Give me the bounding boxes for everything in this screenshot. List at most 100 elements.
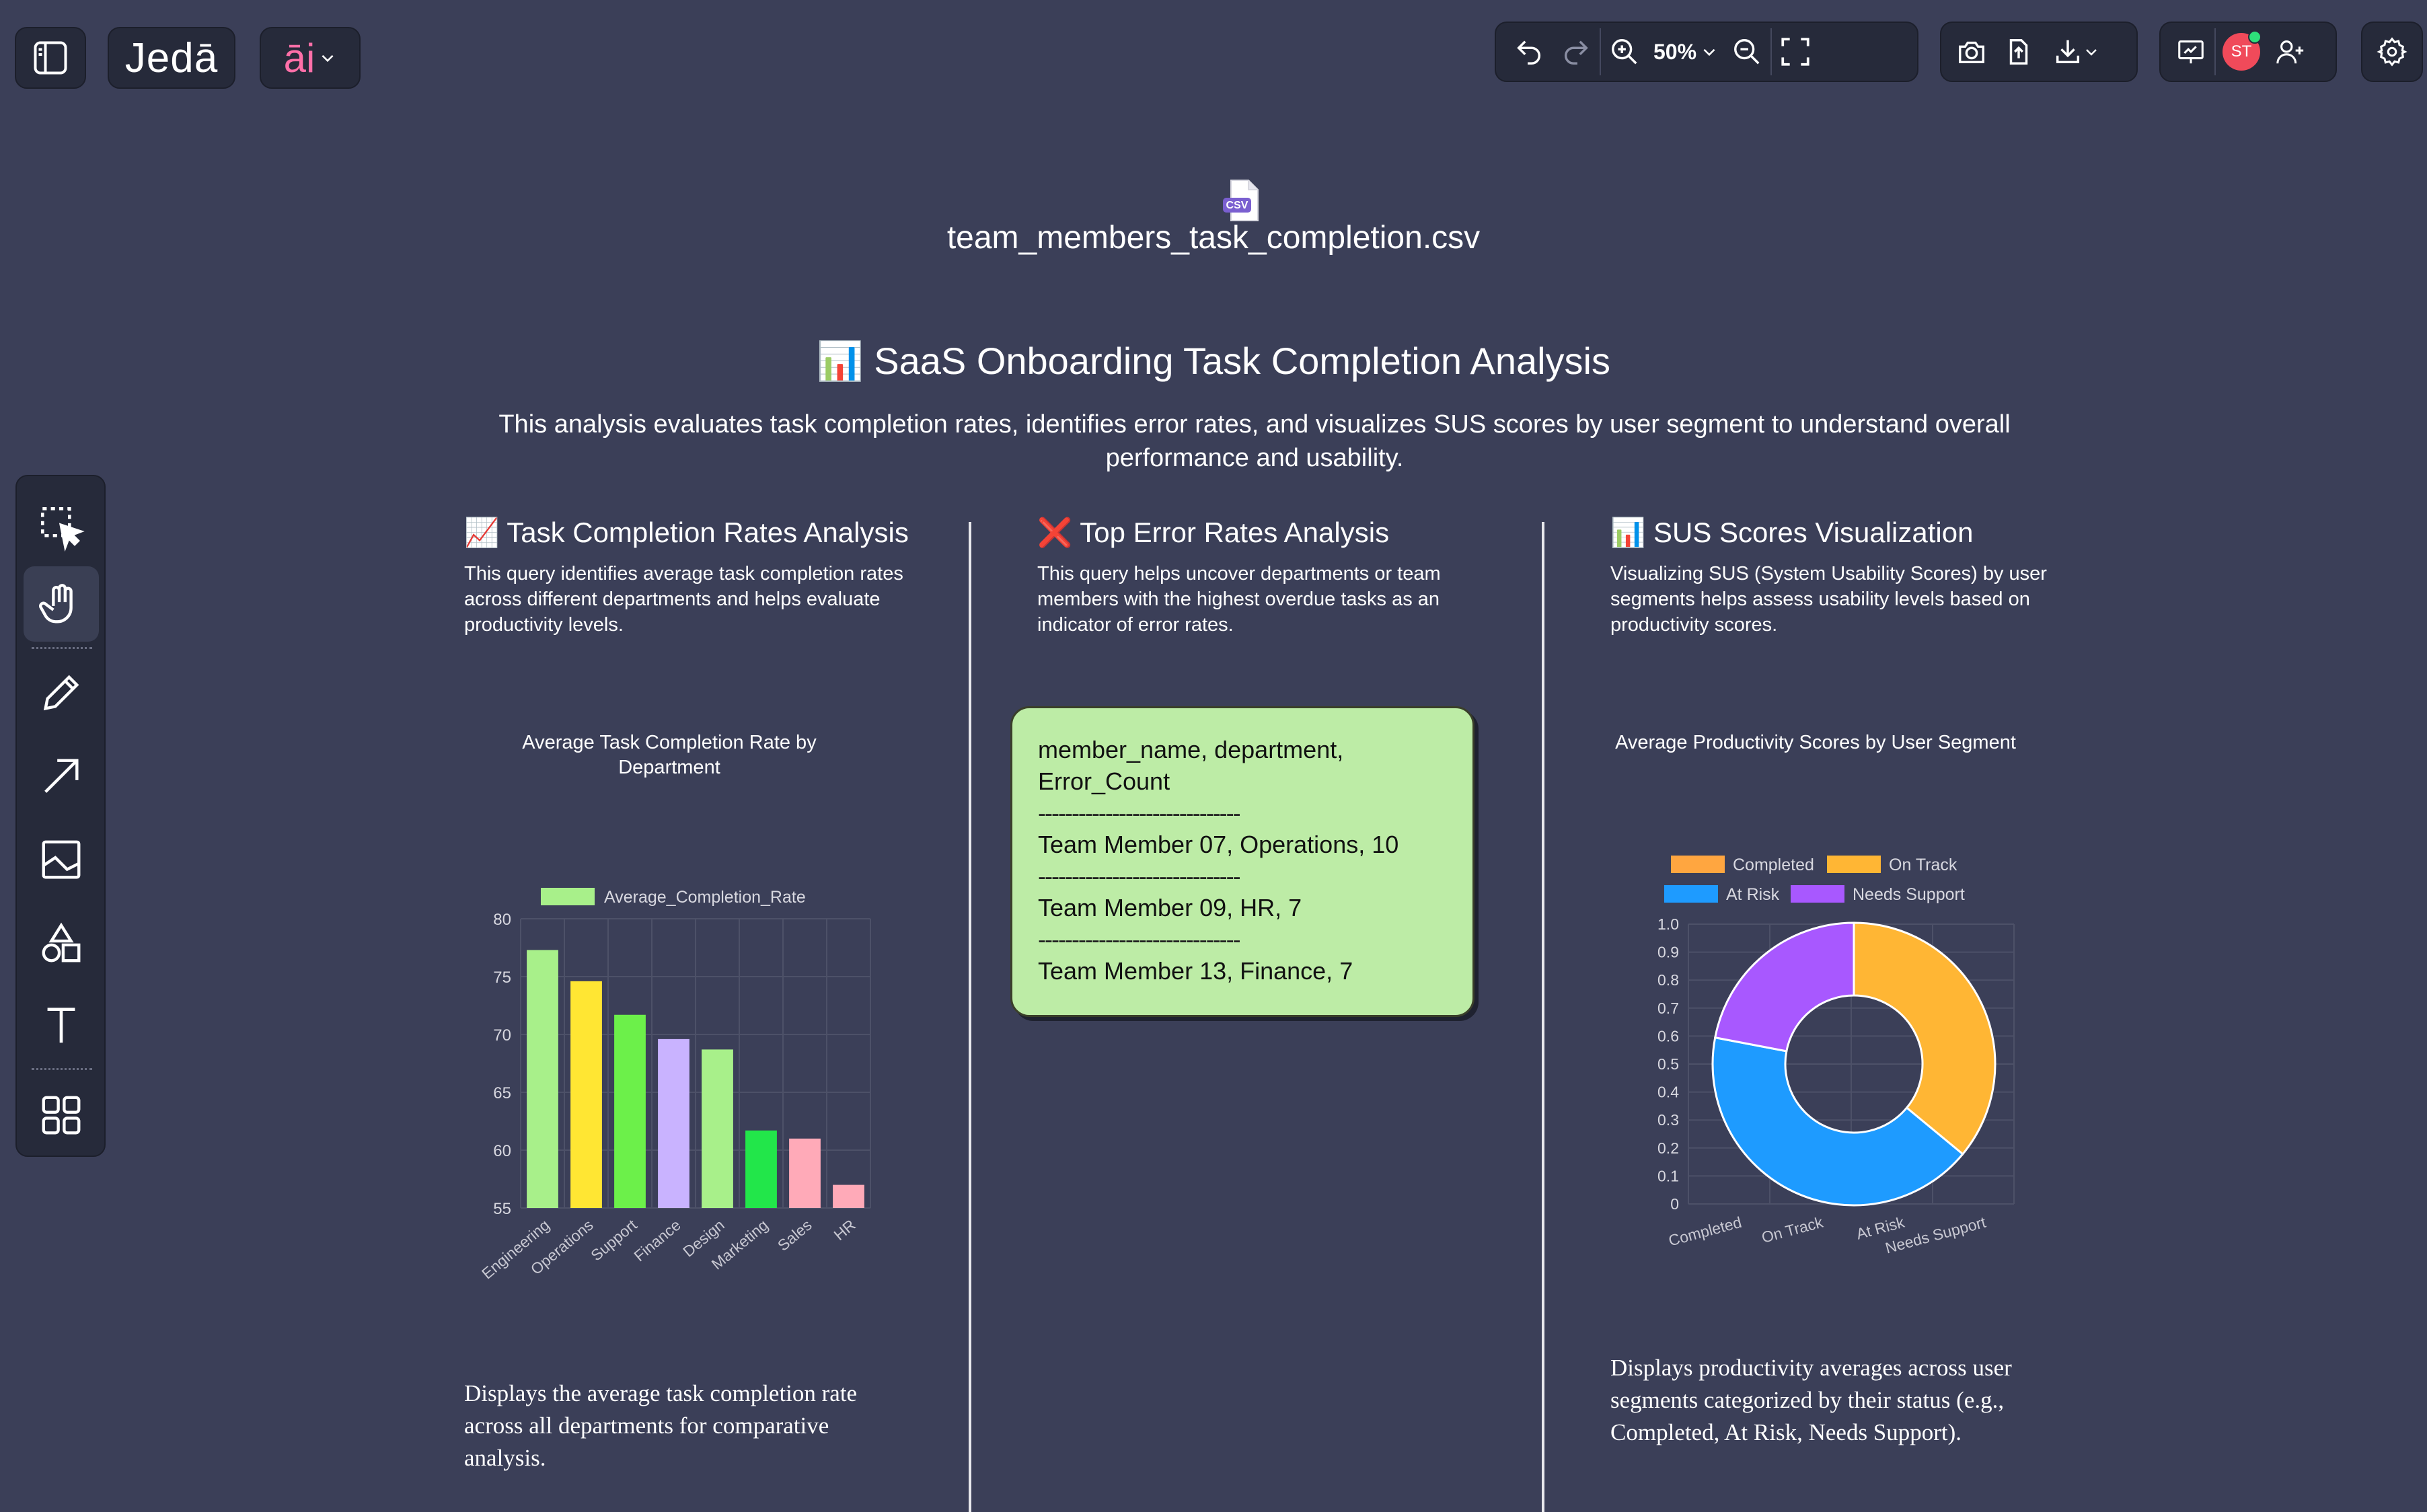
- camera-icon: [1959, 41, 1984, 64]
- card-header-line: Error_Count: [1038, 767, 1170, 795]
- components-tool-button[interactable]: [24, 1078, 99, 1153]
- card-row: Team Member 09, HR, 7: [1038, 894, 1302, 921]
- toolbar-divider: [1770, 28, 1772, 75]
- online-status-dot: [2248, 30, 2262, 44]
- card-header-line: member_name, department,: [1038, 736, 1344, 763]
- errors-section-title-text: Top Error Rates Analysis: [1080, 517, 1390, 548]
- sus-section-title: 📊 SUS Scores Visualization: [1610, 517, 1973, 550]
- card-divider: ------------------------------: [1038, 799, 1241, 827]
- legend-label: At Risk: [1726, 885, 1780, 904]
- sidebar-toggle-button[interactable]: [15, 27, 86, 89]
- redo-button[interactable]: [1553, 28, 1600, 75]
- sidebar-panel-icon: [30, 38, 71, 78]
- donut-chart: Completed On Track At Risk Needs Support 1.0…: [1657, 856, 2015, 1257]
- legend-label: Needs Support: [1853, 885, 1965, 904]
- y-tick-label: 0.4: [1657, 1084, 1679, 1101]
- zoom-in-icon: [1612, 39, 1637, 65]
- bar: [614, 1014, 646, 1208]
- file-name: team_members_task_completion.csv: [946, 220, 1481, 256]
- sus-section-description: Visualizing SUS (System Usability Scores…: [1610, 563, 2047, 636]
- sus-section-title-text: SUS Scores Visualization: [1653, 517, 1974, 548]
- errors-section-title: ❌ Top Error Rates Analysis: [1037, 517, 1389, 550]
- task-section-note: Displays the average task completion rat…: [464, 1380, 858, 1471]
- export-toolbar: [1940, 22, 2138, 82]
- shapes-icon: [42, 922, 81, 962]
- arrow-tool-button[interactable]: [24, 739, 99, 814]
- toolbar-divider: [32, 1068, 92, 1070]
- y-tick-label: 0.1: [1657, 1167, 1679, 1184]
- report-title-text: SaaS Onboarding Task Completion Analysis: [874, 340, 1610, 382]
- zoom-select[interactable]: 50%: [1648, 40, 1723, 65]
- task-section-description: This query identifies average task compl…: [464, 563, 903, 636]
- invite-user-button[interactable]: [2267, 28, 2314, 75]
- select-tool-button[interactable]: [24, 490, 99, 565]
- csv-file-icon[interactable]: CSV: [1223, 179, 1263, 223]
- present-button[interactable]: [2167, 28, 2214, 75]
- y-tick-label: 75: [493, 969, 511, 987]
- y-tick-label: 0.3: [1657, 1111, 1679, 1129]
- hand-icon: [39, 584, 73, 623]
- bar: [702, 1049, 733, 1208]
- csv-badge: CSV: [1226, 200, 1248, 211]
- shapes-tool-button[interactable]: [24, 905, 99, 981]
- zoom-in-button[interactable]: [1601, 28, 1648, 75]
- redo-icon: [1565, 40, 1588, 65]
- arrow-icon: [44, 759, 79, 793]
- undo-icon: [1517, 40, 1540, 65]
- pencil-icon: [43, 675, 79, 711]
- fit-screen-button[interactable]: [1772, 28, 1819, 75]
- text-tool-button[interactable]: [24, 987, 99, 1063]
- grid-icon: [42, 1096, 81, 1135]
- task-section-title: 📈 Task Completion Rates Analysis: [464, 517, 909, 550]
- legend-swatch: [541, 888, 595, 905]
- chevron-down-icon: [1703, 48, 1715, 56]
- legend-label: Average_Completion_Rate: [604, 888, 806, 907]
- bar: [789, 1138, 821, 1208]
- bar-chart-icon: 📊: [816, 340, 864, 382]
- bar: [833, 1184, 864, 1208]
- card-row: Team Member 13, Finance, 7: [1038, 957, 1353, 985]
- y-tick-label: 0.2: [1657, 1139, 1679, 1157]
- y-tick-label: 55: [493, 1200, 511, 1218]
- hand-tool-button[interactable]: [24, 566, 99, 642]
- edit-zoom-toolbar: 50%: [1495, 22, 1918, 82]
- ai-menu-button[interactable]: āi: [260, 27, 361, 89]
- undo-button[interactable]: [1505, 28, 1553, 75]
- y-tick-label: 0.5: [1657, 1055, 1679, 1073]
- download-button[interactable]: [2042, 28, 2109, 75]
- image-tool-button[interactable]: [24, 822, 99, 897]
- settings-button[interactable]: [2361, 22, 2423, 82]
- y-tick-label: 0.8: [1657, 971, 1679, 989]
- report-title: 📊 SaaS Onboarding Task Completion Analys…: [0, 339, 2427, 383]
- select-cursor-icon: [40, 506, 85, 552]
- column-divider: [1542, 522, 1544, 1512]
- share-button[interactable]: [1995, 28, 2042, 75]
- report-description: This analysis evaluates task completion …: [498, 410, 2011, 472]
- card-divider: ------------------------------: [1038, 862, 1241, 890]
- screenshot-button[interactable]: [1948, 28, 1995, 75]
- image-icon: [42, 840, 81, 879]
- bar-chart: 807570656055Average_Completion_RateEngin…: [478, 888, 871, 1283]
- bar-chart-icon: 📊: [1610, 517, 1646, 548]
- cross-mark-icon: ❌: [1037, 517, 1073, 548]
- donut-chart-title: Average Productivity Scores by User Segm…: [1615, 732, 2016, 753]
- error-results-card[interactable]: member_name, department, Error_Count ---…: [1010, 706, 1474, 1017]
- column-divider: [969, 522, 971, 1512]
- presentation-icon: [2178, 40, 2204, 64]
- bar-chart-title: Average Task Completion Rate by Departme…: [522, 732, 817, 778]
- zoom-out-button[interactable]: [1723, 28, 1770, 75]
- sus-section-note: Displays productivity averages across us…: [1610, 1355, 2012, 1445]
- y-tick-label: 0.9: [1657, 944, 1679, 961]
- collab-toolbar: ST: [2159, 22, 2337, 82]
- legend-swatch: [1664, 885, 1718, 903]
- x-tick-label: On Track: [1760, 1213, 1825, 1246]
- fullscreen-icon: [1781, 38, 1809, 66]
- text-icon: [47, 1008, 75, 1043]
- card-divider: ------------------------------: [1038, 925, 1241, 953]
- logo-text: Jedā: [124, 34, 219, 81]
- app-logo[interactable]: Jedā: [108, 27, 235, 89]
- chevron-down-icon: [2086, 49, 2097, 56]
- user-avatar[interactable]: ST: [2223, 30, 2262, 71]
- pencil-tool-button[interactable]: [24, 655, 99, 730]
- zoom-level: 50%: [1653, 39, 1697, 64]
